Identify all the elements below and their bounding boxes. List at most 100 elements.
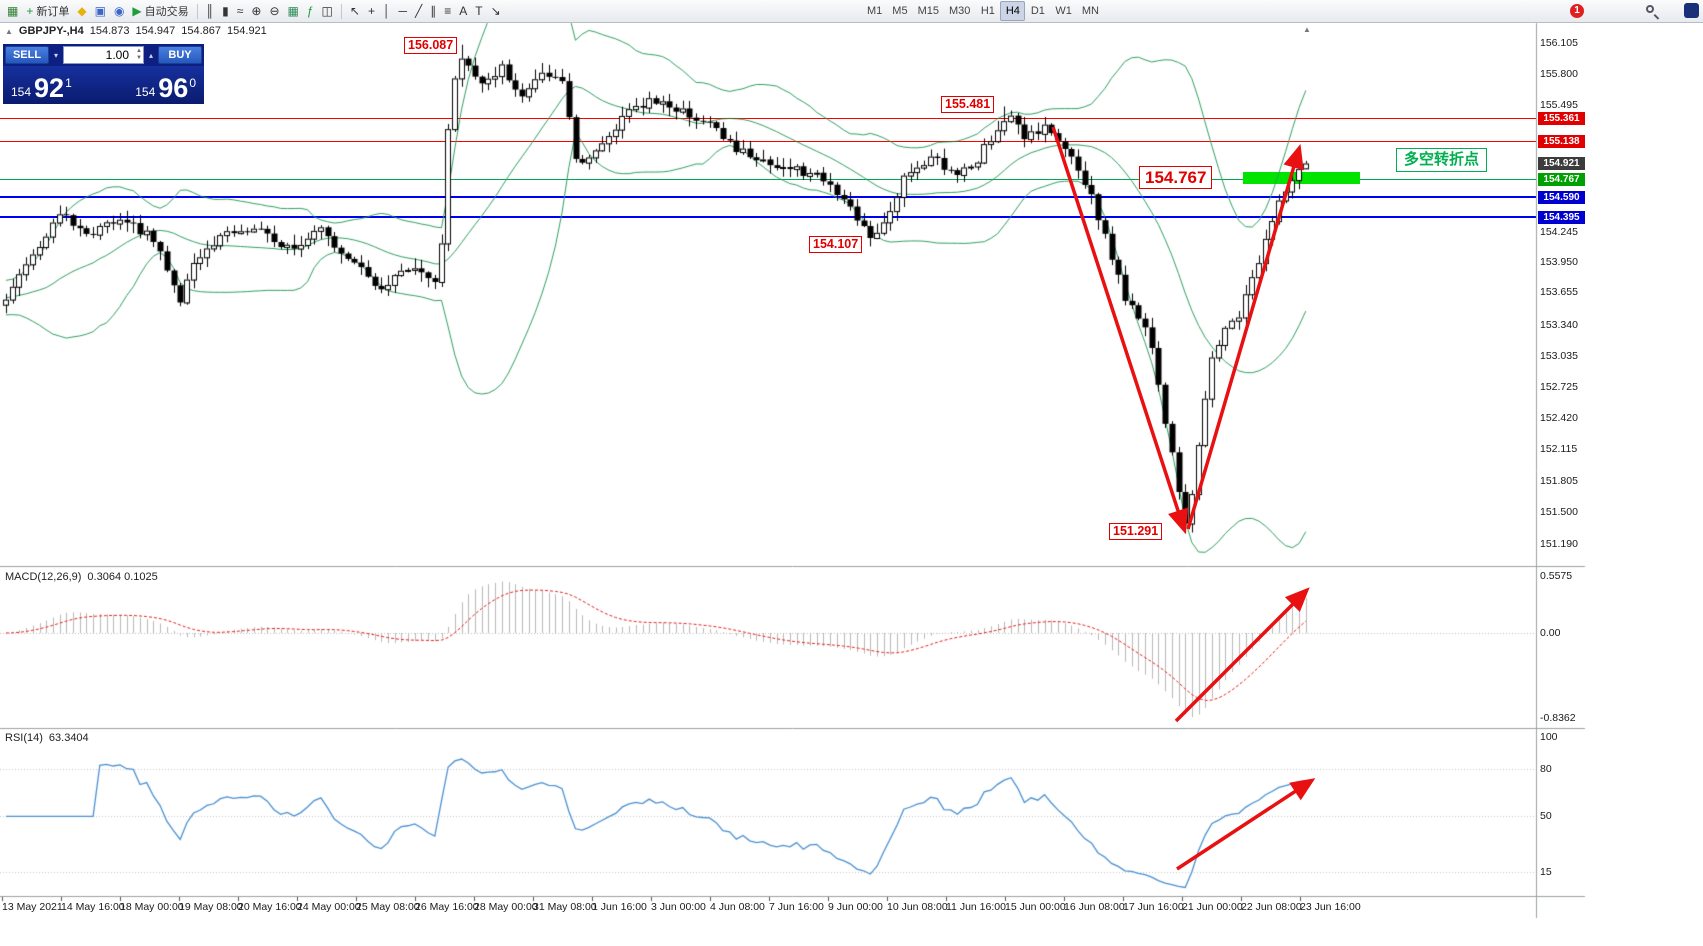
timeframe-m15[interactable]: M15: [917, 5, 939, 17]
timeframe-h1[interactable]: H1: [980, 5, 995, 17]
volume-input[interactable]: [64, 48, 143, 62]
fibonacci-button-icon: ≡: [444, 4, 452, 18]
timeframe-d1[interactable]: D1: [1030, 5, 1045, 17]
spin-down-icon[interactable]: ▼: [136, 55, 142, 61]
cursor-button[interactable]: ↖: [346, 1, 364, 21]
mql5-market-button[interactable]: ◆: [73, 1, 90, 21]
toolbar: ▦ + 新订单 ◆ ▣ ◉ ▶ 自动交易 ║ ▮ ≈ ⊕ ⊖ ▦ ƒ ◫ ↖ + │ ─ ╱ ∥ ≡ A T ↘ M1 M5 M15 M…: [0, 0, 1703, 23]
indicators-button[interactable]: ƒ: [303, 1, 318, 21]
horizontal-line-button-icon: ─: [398, 4, 407, 18]
ask-pip-digit: 0: [189, 76, 196, 90]
autotrading-button-label: 自动交易: [144, 6, 189, 18]
new-chart-button-icon: ▦: [7, 4, 19, 18]
new-chart-button[interactable]: ▦: [3, 1, 22, 21]
text-button-icon: A: [459, 4, 468, 18]
new-order-button[interactable]: + 新订单: [22, 1, 73, 21]
autotrading-button[interactable]: ▶ 自动交易: [128, 1, 192, 21]
bid-ask-display: 154 92 1 154 96 0: [3, 66, 204, 104]
toolbar-separator: [196, 3, 198, 19]
vertical-line-button-icon: │: [382, 4, 391, 18]
bid-prefix: 154: [11, 85, 32, 99]
search-icon[interactable]: [1645, 4, 1660, 20]
line-view-button[interactable]: ≈: [233, 1, 248, 21]
bid-price: 154 92 1: [11, 74, 72, 102]
collapse-arrow-icon[interactable]: ▲: [5, 26, 13, 36]
arrows-tool-button[interactable]: ↘: [487, 1, 505, 21]
strategy-tester-button[interactable]: ◉: [110, 1, 128, 21]
timeframe-w1[interactable]: W1: [1055, 5, 1072, 17]
trade-controls-row: SELL ▾ ▲▼ ▴ BUY: [3, 44, 204, 66]
buy-button[interactable]: BUY: [158, 46, 202, 64]
notification-badge[interactable]: 1: [1570, 4, 1584, 18]
ask-prefix: 154: [135, 85, 156, 99]
label-button-icon: T: [475, 4, 483, 18]
volume-increase-arrow[interactable]: ▴: [148, 50, 153, 60]
volume-decrease-arrow[interactable]: ▾: [53, 50, 58, 60]
grid-button[interactable]: ▦: [284, 1, 303, 21]
spin-up-icon[interactable]: ▲: [136, 48, 142, 54]
bid-big-digits: 92: [34, 73, 65, 103]
sell-button[interactable]: SELL: [5, 46, 49, 64]
horizontal-line-button[interactable]: ─: [394, 1, 411, 21]
bars-view-button-icon: ║: [205, 4, 215, 18]
channel-button[interactable]: ∥: [426, 1, 440, 21]
strategy-tester-button-icon: ◉: [113, 4, 125, 18]
ask-big-digits: 96: [158, 73, 189, 103]
crosshair-button-icon: +: [367, 4, 375, 18]
toolbar-separator: [340, 3, 342, 19]
text-button[interactable]: A: [455, 1, 471, 21]
zoom-out-button-icon: ⊖: [269, 4, 280, 18]
objects-list-button[interactable]: ◫: [318, 1, 337, 21]
zoom-in-button-icon: ⊕: [251, 4, 262, 18]
rsi-label: RSI(14) 63.3404: [5, 732, 89, 744]
rsi-name: RSI(14): [5, 732, 43, 744]
timeframe-h4[interactable]: H4: [1000, 1, 1026, 21]
channel-button-icon: ∥: [430, 4, 437, 18]
zoom-out-button[interactable]: ⊖: [265, 1, 283, 21]
volume-spinner[interactable]: ▲ ▼: [136, 48, 142, 62]
autotrading-button-icon: ▶: [132, 4, 142, 18]
candles-view-button[interactable]: ▮: [218, 1, 233, 21]
crosshair-button[interactable]: +: [364, 1, 379, 21]
close-value: 154.921: [227, 25, 267, 37]
low-value: 154.867: [181, 25, 222, 37]
data-window-button[interactable]: ▣: [91, 1, 110, 21]
objects-list-button-icon: ◫: [321, 4, 333, 18]
macd-name: MACD(12,26,9): [5, 571, 82, 583]
label-button[interactable]: T: [471, 1, 486, 21]
high-value: 154.947: [135, 25, 176, 37]
data-window-button-icon: ▣: [94, 4, 106, 18]
grid-button-icon: ▦: [287, 4, 299, 18]
indicators-button-icon: ƒ: [306, 4, 314, 18]
chart-shift-marker: ▲: [1303, 25, 1311, 34]
mql5-market-button-icon: ◆: [77, 4, 87, 18]
trendline-button-icon: ╱: [414, 4, 423, 18]
macd-values: 0.3064 0.1025: [87, 571, 158, 583]
trendline-button[interactable]: ╱: [411, 1, 426, 21]
candles-view-button-icon: ▮: [222, 4, 229, 18]
symbol-label: GBPJPY-,H4: [18, 25, 84, 37]
line-view-button-icon: ≈: [236, 4, 244, 18]
bars-view-button[interactable]: ║: [202, 1, 219, 21]
bid-pip-digit: 1: [65, 76, 72, 90]
rsi-value: 63.3404: [48, 732, 89, 744]
new-order-button-label: 新订单: [36, 6, 70, 18]
volume-field-wrap: ▲▼: [63, 46, 144, 64]
open-value: 154.873: [89, 25, 130, 37]
macd-label: MACD(12,26,9) 0.3064 0.1025: [5, 571, 158, 583]
toolbar-left-group: ▦ + 新订单 ◆ ▣ ◉ ▶ 自动交易 ║ ▮ ≈ ⊕ ⊖ ▦ ƒ ◫ ↖ + │ ─ ╱ ∥ ≡ A T ↘: [3, 0, 505, 22]
fibonacci-button[interactable]: ≡: [440, 1, 455, 21]
timeframe-m5[interactable]: M5: [892, 5, 908, 17]
ask-price: 154 96 0: [135, 74, 196, 102]
magnifier-handle: [1653, 14, 1660, 20]
ohlc-info-line: ▲ GBPJPY-,H4 154.873 154.947 154.867 154…: [5, 25, 267, 37]
app-corner-icon[interactable]: [1684, 3, 1699, 18]
timeframe-m1[interactable]: M1: [867, 5, 883, 17]
zoom-in-button[interactable]: ⊕: [247, 1, 265, 21]
vertical-line-button[interactable]: │: [379, 1, 395, 21]
arrows-tool-button-icon: ↘: [490, 4, 501, 18]
timeframe-m30[interactable]: M30: [948, 5, 971, 17]
timeframe-mn[interactable]: MN: [1081, 5, 1099, 17]
